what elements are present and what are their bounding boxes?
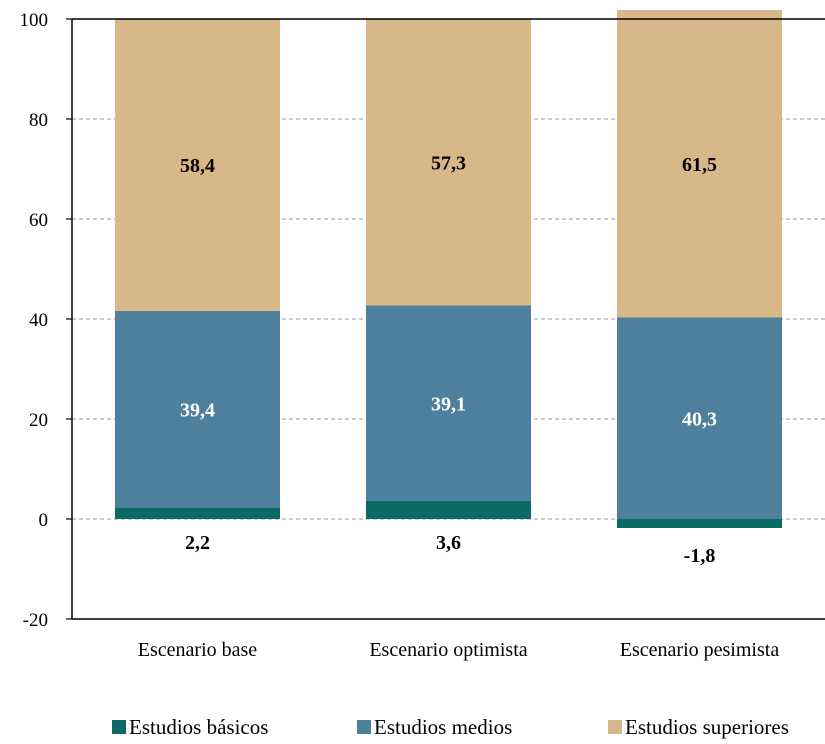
- legend-swatch: [357, 720, 371, 734]
- y-tick-label: 80: [29, 110, 48, 131]
- y-tick-label: 40: [29, 310, 48, 331]
- legend-swatch: [608, 720, 622, 734]
- legend-label: Estudios básicos: [129, 715, 268, 739]
- data-label: 39,1: [431, 393, 466, 415]
- y-tick-label: 0: [39, 510, 49, 531]
- axes: -20 0 20 40 60 80 100 Escenario base Escenario o…: [20, 10, 825, 661]
- bar-segment: [115, 508, 280, 519]
- bar-segment: [617, 519, 782, 528]
- data-label: 58,4: [180, 155, 215, 177]
- y-tick-label: -20: [23, 610, 48, 631]
- data-label: -1,8: [684, 545, 716, 567]
- y-tick-label: 60: [29, 210, 48, 231]
- legend-swatch: [112, 720, 126, 734]
- data-label: 2,2: [185, 532, 210, 554]
- y-tick-label: 100: [20, 10, 49, 31]
- x-category-label: Escenario optimista: [369, 639, 527, 661]
- x-category-label: Escenario base: [138, 639, 258, 661]
- data-label: 3,6: [436, 532, 461, 554]
- bar-segment: [366, 305, 531, 501]
- data-label: 57,3: [431, 152, 466, 174]
- bar-segment: [617, 10, 782, 318]
- bar-segment: [366, 19, 531, 306]
- x-category-label: Escenario pesimista: [620, 639, 780, 661]
- legend-label: Estudios medios: [374, 715, 512, 739]
- data-label: 61,5: [682, 154, 717, 176]
- bar-segment: [115, 311, 280, 508]
- bar-segment: [617, 317, 782, 519]
- bar-segment: [115, 19, 280, 311]
- data-labels: 2,2 39,4 58,4 3,6 39,1 57,3 -1,8 40,3 61,5: [180, 152, 717, 567]
- y-tick-label: 20: [29, 410, 48, 431]
- data-label: 39,4: [180, 400, 215, 422]
- bar-segment: [366, 501, 531, 519]
- data-label: 40,3: [682, 408, 717, 430]
- legend: Estudios básicos Estudios medios Estudios …: [112, 715, 789, 739]
- legend-label: Estudios superiores: [625, 715, 789, 739]
- bars: [115, 10, 782, 528]
